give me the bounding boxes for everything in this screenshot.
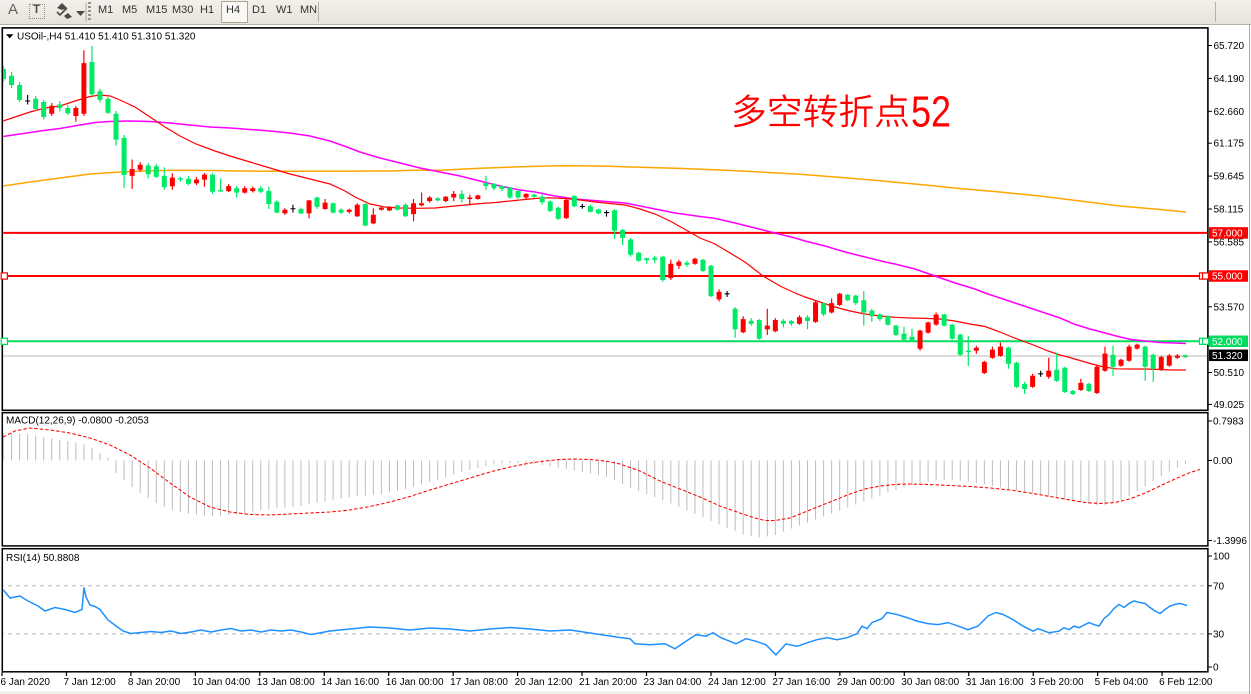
- svg-text:0.7983: 0.7983: [1213, 417, 1244, 428]
- svg-text:0.00: 0.00: [1213, 456, 1233, 467]
- svg-text:21 Jan 20:00: 21 Jan 20:00: [579, 677, 637, 688]
- svg-text:53.570: 53.570: [1214, 302, 1245, 313]
- svg-text:55.000: 55.000: [1212, 272, 1243, 283]
- svg-text:8 Jan 20:00: 8 Jan 20:00: [128, 677, 181, 688]
- svg-text:51.320: 51.320: [1212, 351, 1243, 362]
- svg-text:65.720: 65.720: [1214, 41, 1245, 52]
- svg-text:59.645: 59.645: [1214, 172, 1245, 183]
- svg-text:27 Jan 16:00: 27 Jan 16:00: [772, 677, 830, 688]
- svg-text:49.025: 49.025: [1214, 400, 1245, 411]
- svg-text:29 Jan 00:00: 29 Jan 00:00: [837, 677, 895, 688]
- svg-text:56.585: 56.585: [1214, 237, 1245, 248]
- svg-text:7 Jan 12:00: 7 Jan 12:00: [63, 677, 116, 688]
- svg-text:RSI(14) 50.8808: RSI(14) 50.8808: [6, 553, 80, 564]
- svg-text:USOil-,H4 51.410 51.410 51.31: USOil-,H4 51.410 51.410 51.310 51.320: [17, 31, 196, 42]
- svg-text:30: 30: [1213, 629, 1225, 640]
- svg-text:17 Jan 08:00: 17 Jan 08:00: [450, 677, 508, 688]
- svg-text:MACD(12,26,9) -0.0800 -0.2053: MACD(12,26,9) -0.0800 -0.2053: [6, 415, 149, 426]
- svg-text:100: 100: [1213, 552, 1230, 563]
- svg-text:62.660: 62.660: [1214, 107, 1245, 118]
- svg-text:16 Jan 00:00: 16 Jan 00:00: [386, 677, 444, 688]
- svg-text:24 Jan 12:00: 24 Jan 12:00: [708, 677, 766, 688]
- svg-text:61.175: 61.175: [1214, 139, 1245, 150]
- svg-text:50.510: 50.510: [1214, 368, 1245, 379]
- svg-text:14 Jan 16:00: 14 Jan 16:00: [321, 677, 379, 688]
- svg-text:23 Jan 04:00: 23 Jan 04:00: [644, 677, 702, 688]
- svg-text:3 Feb 20:00: 3 Feb 20:00: [1030, 677, 1084, 688]
- svg-text:52: 52: [911, 87, 951, 136]
- svg-text:52.000: 52.000: [1212, 337, 1243, 348]
- svg-text:70: 70: [1213, 581, 1225, 592]
- svg-text:64.190: 64.190: [1214, 74, 1245, 85]
- svg-text:5 Feb 04:00: 5 Feb 04:00: [1095, 677, 1149, 688]
- svg-text:58.115: 58.115: [1214, 205, 1244, 216]
- svg-text:-1.3996: -1.3996: [1213, 536, 1247, 547]
- svg-text:30 Jan 08:00: 30 Jan 08:00: [901, 677, 959, 688]
- svg-text:0: 0: [1213, 663, 1219, 674]
- svg-text:20 Jan 12:00: 20 Jan 12:00: [515, 677, 573, 688]
- svg-text:10 Jan 04:00: 10 Jan 04:00: [192, 677, 250, 688]
- svg-text:6 Feb 12:00: 6 Feb 12:00: [1159, 677, 1213, 688]
- svg-text:13 Jan 08:00: 13 Jan 08:00: [257, 677, 315, 688]
- svg-text:31 Jan 16:00: 31 Jan 16:00: [966, 677, 1024, 688]
- svg-text:57.000: 57.000: [1212, 228, 1243, 239]
- svg-text:6 Jan 2020: 6 Jan 2020: [1, 677, 51, 688]
